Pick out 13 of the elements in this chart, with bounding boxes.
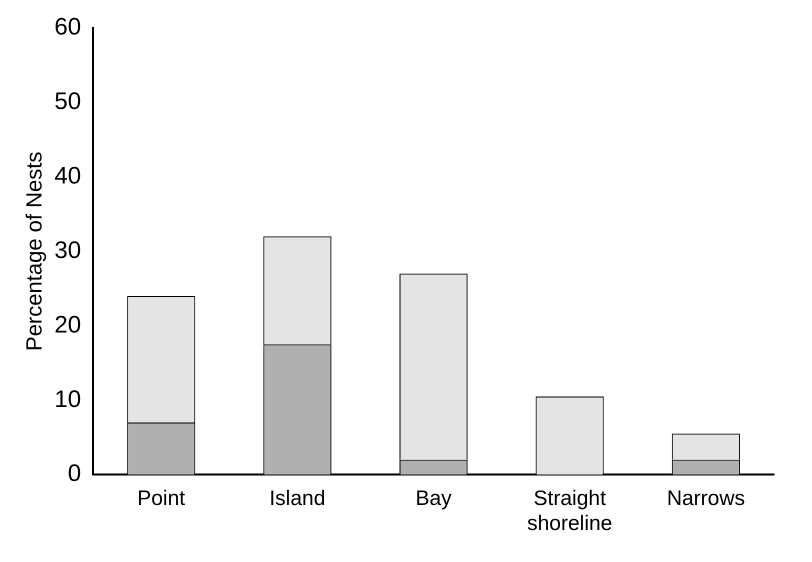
x-tick-label: Bay [415,486,452,510]
x-tick-label: Island [269,486,326,510]
x-tick-label: Narrows [666,486,746,510]
y-tick-label: 60 [54,14,82,41]
y-tick-label: 40 [54,162,82,190]
y-tick-label: 30 [54,236,82,264]
y-tick-label: 0 [68,460,82,488]
y-axis-title: Percentage of Nests [21,152,46,351]
y-tick-label: 10 [54,386,82,413]
y-tick-label: 50 [54,88,82,116]
x-tick-label: Point [137,486,186,510]
x-tick-label: Straight shoreline [527,486,612,536]
y-tick-label: 20 [54,311,82,338]
